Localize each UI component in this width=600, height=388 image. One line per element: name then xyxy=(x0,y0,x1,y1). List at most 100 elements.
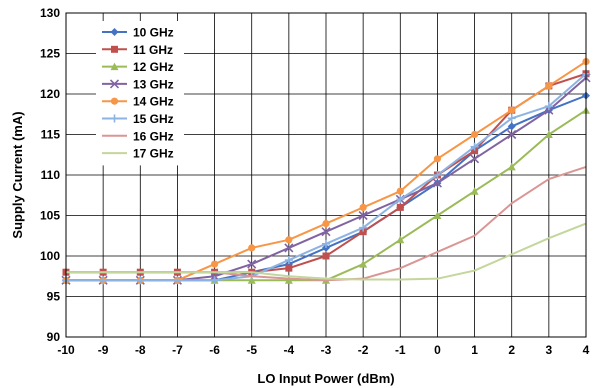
data-point-15-ghz xyxy=(544,102,553,111)
legend-marker-15-ghz xyxy=(110,114,119,123)
x-tick-label: 3 xyxy=(546,343,553,357)
legend-item-16-ghz: 16 GHz xyxy=(102,129,174,143)
data-point-12-ghz xyxy=(433,211,442,219)
y-tick-label: 115 xyxy=(41,128,61,142)
legend-item-11-ghz: 11 GHz xyxy=(102,43,173,57)
y-tick-label: 130 xyxy=(40,6,60,20)
x-tick-label: -10 xyxy=(57,343,75,357)
data-point-11-ghz xyxy=(359,228,367,236)
data-point-14-ghz xyxy=(470,130,479,139)
series-17-ghz xyxy=(66,222,587,281)
legend-label-10-ghz: 10 GHz xyxy=(133,26,174,40)
legend-item-13-ghz: 13 GHz xyxy=(102,77,174,91)
data-point-15-ghz xyxy=(136,276,145,285)
data-point-14-ghz xyxy=(285,236,293,244)
data-point-15-ghz xyxy=(507,114,516,123)
legend-label-16-ghz: 16 GHz xyxy=(133,129,174,143)
y-tick-labels: 90 95 100 105 110 115 120 125 130 xyxy=(40,6,60,344)
data-point-10-ghz xyxy=(322,243,330,252)
data-point-15-ghz xyxy=(470,142,479,151)
y-tick-label: 95 xyxy=(47,290,61,304)
data-point-15-ghz xyxy=(99,276,108,285)
legend-item-14-ghz: 14 GHz xyxy=(102,95,174,109)
legend-item-15-ghz: 15 GHz xyxy=(102,112,174,126)
data-point-15-ghz xyxy=(396,195,405,204)
data-point-13-ghz xyxy=(358,210,368,221)
x-tick-label: -2 xyxy=(358,343,369,357)
x-tick-label: 2 xyxy=(508,343,515,357)
data-point-12-ghz xyxy=(284,276,293,284)
data-point-14-ghz xyxy=(433,155,442,163)
x-tick-label: 4 xyxy=(583,343,590,357)
data-point-14-ghz xyxy=(396,187,404,195)
legend-label-11-ghz: 11 GHz xyxy=(133,43,173,57)
series-15-ghz xyxy=(62,69,590,285)
y-tick-label: 100 xyxy=(40,249,60,263)
data-point-14-ghz xyxy=(545,82,553,90)
y-tick-label: 90 xyxy=(47,330,61,344)
x-tick-label: 1 xyxy=(471,343,478,357)
x-tick-label: -8 xyxy=(135,343,146,357)
y-tick-label: 110 xyxy=(41,168,61,182)
data-point-15-ghz xyxy=(284,256,293,265)
data-point-13-ghz xyxy=(247,259,257,269)
data-point-15-ghz xyxy=(359,223,368,232)
data-point-14-ghz xyxy=(359,203,367,211)
data-point-10-ghz xyxy=(507,122,516,131)
y-tick-label: 120 xyxy=(40,87,60,101)
legend-box xyxy=(96,21,184,166)
data-point-11-ghz xyxy=(471,147,479,155)
data-point-12-ghz xyxy=(470,187,479,195)
x-tick-label: 0 xyxy=(434,343,441,357)
y-tick-label: 125 xyxy=(40,47,60,61)
data-point-11-ghz xyxy=(285,264,293,272)
data-point-13-ghz xyxy=(470,154,480,164)
data-point-13-ghz xyxy=(432,178,442,188)
data-point-15-ghz xyxy=(173,276,182,285)
legend-item-17-ghz: 17 GHz xyxy=(102,147,174,161)
legend-label-15-ghz: 15 GHz xyxy=(133,112,174,126)
x-tick-label: -5 xyxy=(246,343,257,357)
legend-item-10-ghz: 10 GHz xyxy=(102,26,174,40)
x-tick-label: -7 xyxy=(172,343,183,357)
legend: 10 GHz 11 GHz 12 GHz 13 GHz 14 GHz 15 GHz 16 G… xyxy=(96,21,184,166)
data-point-13-ghz xyxy=(321,227,331,237)
data-point-13-ghz xyxy=(284,243,294,253)
data-point-12-ghz xyxy=(396,235,405,244)
x-tick-label: -3 xyxy=(321,343,332,357)
legend-label-14-ghz: 14 GHz xyxy=(133,95,174,109)
data-point-11-ghz xyxy=(396,203,404,211)
data-point-13-ghz xyxy=(210,271,220,281)
legend-item-12-ghz: 12 GHz xyxy=(102,60,174,74)
data-point-14-ghz xyxy=(210,260,219,268)
data-point-12-ghz xyxy=(507,162,516,171)
legend-label-12-ghz: 12 GHz xyxy=(133,60,174,74)
legend-marker-12-ghz xyxy=(110,62,119,71)
legend-label-17-ghz: 17 GHz xyxy=(133,147,174,161)
plot-frame xyxy=(65,12,587,338)
data-point-15-ghz xyxy=(322,239,330,248)
legend-marker-10-ghz xyxy=(110,28,119,36)
y-tick-label: 105 xyxy=(40,209,60,223)
series-line-17-ghz xyxy=(66,222,587,281)
data-point-12-ghz xyxy=(359,260,368,268)
data-point-15-ghz xyxy=(433,171,442,179)
legend-marker-14-ghz xyxy=(110,97,119,105)
legend-marker-11-ghz xyxy=(111,45,118,53)
data-point-14-ghz xyxy=(508,106,516,114)
y-axis-title: Supply Current (mA) xyxy=(10,111,25,238)
data-point-14-ghz xyxy=(248,244,256,252)
data-point-15-ghz xyxy=(210,276,219,285)
data-point-13-ghz xyxy=(507,129,517,140)
data-point-14-ghz xyxy=(322,220,330,228)
data-point-11-ghz xyxy=(322,252,330,260)
x-tick-label: -4 xyxy=(284,343,295,357)
x-tick-label: -6 xyxy=(209,343,220,357)
x-tick-labels: -10 -9 -8 -7 -6 -5 -4 -3 -2 -1 0 1 2 3 4 xyxy=(57,343,589,357)
x-tick-label: -9 xyxy=(98,343,109,357)
data-point-12-ghz xyxy=(544,130,553,138)
x-tick-label: -1 xyxy=(395,343,406,357)
legend-label-13-ghz: 13 GHz xyxy=(133,77,174,91)
